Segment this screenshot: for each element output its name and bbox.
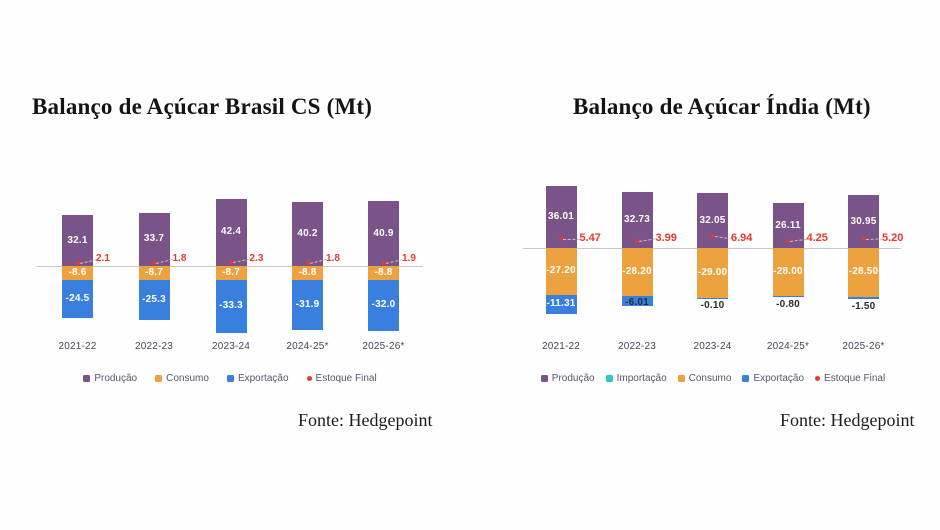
bar-segment-consumo: -8.8 [368, 266, 399, 280]
bar-value-label: -1.50 [851, 301, 876, 313]
bar-segment-consumo: -8.7 [138, 266, 170, 280]
bar-segment-consumo: -28.20 [621, 248, 653, 297]
legend-marker-dot [306, 376, 312, 381]
x-axis-label: 2022-23 [134, 341, 174, 352]
legend: Produção Consumo Exportação Estoque Final [37, 373, 423, 384]
bar-segment-consumo: -8.7 [215, 266, 247, 280]
legend-item-estoque-final: Estoque Final [306, 373, 377, 384]
legend-marker-square [226, 375, 234, 382]
bar-segment-produção: 40.2 [292, 202, 323, 266]
estoque-dot [786, 238, 790, 243]
bar-segment-exportação [772, 295, 804, 298]
estoque-dot [559, 236, 563, 241]
bar-segment-produção: 32.1 [62, 215, 93, 266]
x-axis-label: 2024-25* [286, 341, 329, 352]
legend-label: Estoque Final [824, 373, 886, 384]
legend-item-exportação: Exportação [226, 373, 289, 384]
legend-label: Consumo [688, 373, 732, 384]
x-axis-label: 2023-24 [693, 341, 732, 352]
estoque-label: 2.3 [249, 253, 264, 264]
legend-item-exportação: Exportação [742, 373, 804, 384]
legend-marker-dot [815, 376, 821, 381]
legend-marker-square [540, 375, 548, 382]
estoque-label: 5.20 [882, 232, 904, 244]
x-axis-label: 2025-26* [362, 341, 405, 352]
chart-title: Balanço de Açúcar Índia (Mt) [573, 94, 871, 119]
legend: Produção Importação Consumo Exportação Estoq… [510, 373, 916, 384]
legend-item-produção: Produção [83, 373, 137, 384]
legend-label: Produção [94, 373, 138, 384]
legend-item-produção: Produção [540, 373, 595, 384]
estoque-dot [861, 237, 866, 242]
source-caption: Fonte: Hedgepoint [298, 410, 433, 430]
bar-segment-exportação: -31.9 [292, 279, 323, 331]
bar-segment-produção: 32.05 [697, 193, 728, 248]
bar-value-label: -6.01 [625, 297, 649, 309]
leader-line [563, 238, 580, 240]
legend-marker-square [677, 375, 685, 382]
x-axis-label: 2024-25* [766, 341, 810, 352]
estoque-label: 1.8 [326, 253, 340, 264]
x-axis-label: 2025-26* [842, 341, 885, 352]
legend-label: Produção [551, 373, 595, 384]
bar-segment-exportação: -32.0 [368, 279, 399, 331]
estoque-label: 1.9 [402, 253, 416, 264]
bar-segment-produção: 32.73 [621, 192, 653, 248]
estoque-label: 6.94 [731, 232, 753, 244]
legend-label: Importação [616, 373, 667, 384]
estoque-dot [75, 260, 80, 265]
estoque-label: 3.99 [655, 232, 677, 244]
x-axis-label: 2021-22 [58, 341, 97, 352]
legend-marker-square [742, 375, 750, 382]
bar-segment-exportação: -33.3 [215, 279, 247, 333]
estoque-dot [305, 261, 310, 266]
estoque-dot [710, 234, 715, 239]
legend-item-importação: Importação [605, 373, 667, 384]
bar-segment-exportação: -11.31 [545, 294, 577, 314]
bar-segment-exportação: -25.3 [138, 279, 170, 320]
chart-title: Balanço de Açúcar Brasil CS (Mt) [32, 94, 373, 119]
estoque-label: 4.25 [806, 232, 828, 244]
legend-marker-square [605, 375, 613, 382]
legend-label: Consumo [166, 373, 209, 384]
legend-label: Exportação [237, 373, 289, 384]
estoque-dot [381, 260, 386, 265]
bar-segment-consumo: -28.50 [848, 248, 879, 297]
bar-segment-consumo: -28.00 [772, 248, 804, 296]
bar-segment-produção: 33.7 [138, 212, 170, 266]
estoque-dot [635, 239, 639, 244]
x-axis-label: 2022-23 [617, 341, 657, 352]
source-caption: Fonte: Hedgepoint [780, 410, 915, 430]
estoque-dot [229, 260, 233, 265]
legend-label: Exportação [753, 373, 805, 384]
bar-segment-consumo: -8.8 [292, 266, 323, 280]
bar-segment-consumo: -27.20 [545, 248, 577, 295]
bar-segment-produção: 40.9 [368, 201, 399, 266]
estoque-label: 5.47 [579, 232, 601, 244]
bar-segment-exportação: -24.5 [62, 279, 93, 319]
bar-value-label: -0.10 [700, 299, 725, 311]
bar-value-label: -0.80 [776, 299, 800, 311]
estoque-label: 1.8 [172, 253, 187, 264]
estoque-dot [152, 261, 156, 266]
estoque-label: 2.1 [96, 253, 110, 264]
legend-item-consumo: Consumo [677, 373, 732, 384]
legend-label: Estoque Final [315, 373, 377, 384]
bar-segment-produção: 42.4 [215, 198, 247, 266]
bar-segment-exportação [848, 296, 879, 300]
bar-segment-consumo: -8.6 [62, 266, 93, 280]
x-axis-label: 2023-24 [211, 341, 251, 352]
legend-item-consumo: Consumo [155, 373, 209, 384]
legend-item-estoque-final: Estoque Final [815, 373, 885, 384]
legend-marker-square [83, 375, 91, 382]
legend-marker-square [155, 375, 163, 382]
bar-segment-consumo: -29.00 [697, 248, 728, 298]
x-axis-label: 2021-22 [541, 341, 581, 352]
bar-segment-exportação [621, 296, 653, 307]
